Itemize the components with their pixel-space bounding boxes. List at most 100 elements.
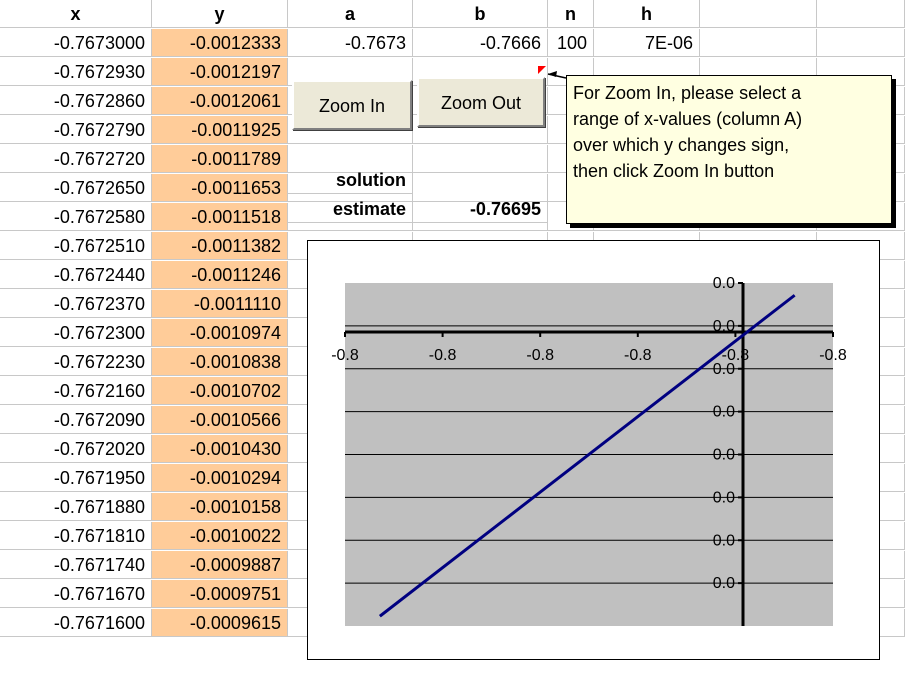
x-cell[interactable]: -0.7672160 — [0, 377, 152, 405]
y-tick-label: 0.0 — [713, 275, 735, 292]
header-b[interactable]: b — [413, 0, 548, 28]
y-tick-label: 0.0 — [713, 361, 735, 378]
y-cell[interactable]: -0.0011110 — [152, 290, 288, 318]
y-cell[interactable]: -0.0009887 — [152, 551, 288, 579]
header-a[interactable]: a — [288, 0, 413, 28]
comment-line: then click Zoom In button — [573, 161, 775, 181]
y-cell[interactable]: -0.0012197 — [152, 58, 288, 86]
series-line — [378, 294, 796, 618]
table-row: -0.7672650 -0.0011653 — [0, 174, 905, 203]
x-cell[interactable]: -0.7672230 — [0, 348, 152, 376]
x-cell[interactable]: -0.7671880 — [0, 493, 152, 521]
estimate-label: estimate — [288, 195, 413, 223]
y-cell[interactable]: -0.0010294 — [152, 464, 288, 492]
x-tick-label: -0.8 — [819, 347, 847, 364]
cell-comment-box[interactable]: For Zoom In, please select a range of x-… — [566, 75, 892, 224]
y-cell[interactable]: -0.0010566 — [152, 406, 288, 434]
header-y[interactable]: y — [152, 0, 288, 28]
x-cell[interactable]: -0.7672860 — [0, 87, 152, 115]
y-cell[interactable]: -0.0010158 — [152, 493, 288, 521]
x-cell[interactable]: -0.7672370 — [0, 290, 152, 318]
empty-cell[interactable] — [413, 174, 548, 202]
y-tick-label: 0.0 — [713, 489, 735, 506]
y-cell[interactable]: -0.0009615 — [152, 609, 288, 637]
x-cell[interactable]: -0.7672020 — [0, 435, 152, 463]
x-cell[interactable]: -0.7672580 — [0, 203, 152, 231]
y-tick-label: 0.0 — [713, 447, 735, 464]
x-cell[interactable]: -0.7672720 — [0, 145, 152, 173]
header-n[interactable]: n — [548, 0, 594, 28]
comment-line: over which y changes sign, — [573, 135, 790, 155]
empty-cell[interactable] — [288, 116, 413, 144]
y-cell[interactable]: -0.0010430 — [152, 435, 288, 463]
x-cell[interactable]: -0.7672090 — [0, 406, 152, 434]
zoom-in-button[interactable]: Zoom In — [292, 80, 412, 130]
header-row: x y a b n h — [0, 0, 905, 29]
x-tick-label: -0.8 — [722, 347, 750, 364]
empty-cell[interactable] — [413, 116, 548, 144]
x-cell[interactable]: -0.7672300 — [0, 319, 152, 347]
table-row: -0.7671950 -0.0010294 — [0, 464, 905, 493]
x-cell[interactable]: -0.7671670 — [0, 580, 152, 608]
y-tick-label: 0.0 — [713, 318, 735, 335]
table-row: -0.7672580 -0.0011518 — [0, 203, 905, 232]
x-cell[interactable]: -0.7672440 — [0, 261, 152, 289]
param-n-cell[interactable]: 100 — [548, 29, 594, 57]
param-h-cell[interactable]: 7E-06 — [594, 29, 700, 57]
empty-cell[interactable] — [700, 0, 817, 28]
zoom-out-button[interactable]: Zoom Out — [417, 77, 545, 127]
x-cell[interactable]: -0.7672930 — [0, 58, 152, 86]
comment-line: For Zoom In, please select a — [573, 83, 802, 103]
y-cell[interactable]: -0.0010838 — [152, 348, 288, 376]
chart-svg: -0.8 -0.8 -0.8 -0.8 -0.8 -0.80.00.00.00.00.00… — [331, 275, 847, 626]
comment-indicator-icon — [538, 66, 546, 74]
x-tick-label: -0.8 — [331, 347, 359, 364]
y-cell[interactable]: -0.0010702 — [152, 377, 288, 405]
y-cell[interactable]: -0.0012333 — [152, 29, 288, 57]
y-cell[interactable]: -0.0011925 — [152, 116, 288, 144]
table-row: -0.7671670 -0.0009751 — [0, 580, 905, 609]
empty-cell[interactable] — [700, 29, 817, 57]
y-tick-label: 0.0 — [713, 404, 735, 421]
y-tick-label: 0.0 — [713, 532, 735, 549]
empty-cell[interactable] — [817, 29, 905, 57]
y-cell[interactable]: -0.0011518 — [152, 203, 288, 231]
x-cell[interactable]: -0.7671740 — [0, 551, 152, 579]
y-cell[interactable]: -0.0010974 — [152, 319, 288, 347]
estimate-value[interactable]: -0.76695 — [413, 195, 548, 223]
x-cell[interactable]: -0.7672650 — [0, 174, 152, 202]
solution-label: solution — [288, 166, 413, 194]
table-row: -0.7672720 -0.0011789 — [0, 145, 905, 174]
x-cell[interactable]: -0.7673000 — [0, 29, 152, 57]
table-row: -0.7672160 -0.0010702 — [0, 377, 905, 406]
y-cell[interactable]: -0.0011653 — [152, 174, 288, 202]
x-cell[interactable]: -0.7671950 — [0, 464, 152, 492]
x-cell[interactable]: -0.7672510 — [0, 232, 152, 260]
y-cell[interactable]: -0.0010022 — [152, 522, 288, 550]
x-cell[interactable]: -0.7671810 — [0, 522, 152, 550]
param-a-cell[interactable]: -0.7673 — [288, 29, 413, 57]
header-h[interactable]: h — [594, 0, 700, 28]
y-cell[interactable]: -0.0011382 — [152, 232, 288, 260]
y-tick-label: 0.0 — [713, 575, 735, 592]
x-cell[interactable]: -0.7671600 — [0, 609, 152, 637]
y-cell[interactable]: -0.0009751 — [152, 580, 288, 608]
x-cell[interactable]: -0.7672790 — [0, 116, 152, 144]
line-chart[interactable]: -0.8 -0.8 -0.8 -0.8 -0.8 -0.8 0.0 0.0 0.0 0.0 0.0 0… — [307, 240, 880, 660]
table-row: -0.7672510 -0.0011382 — [0, 232, 905, 261]
comment-arrow — [538, 66, 567, 79]
empty-cell[interactable] — [413, 145, 548, 173]
empty-cell[interactable] — [288, 145, 413, 173]
empty-cell[interactable] — [817, 0, 905, 28]
y-cell[interactable]: -0.0011246 — [152, 261, 288, 289]
arrow-head-icon — [548, 71, 557, 77]
param-b-cell[interactable]: -0.7666 — [413, 29, 548, 57]
header-x[interactable]: x — [0, 0, 152, 28]
comment-line: range of x-values (column A) — [573, 109, 803, 129]
table-row: -0.7671740 -0.0009887 — [0, 551, 905, 580]
x-tick-label: -0.8 — [624, 347, 652, 364]
y-cell[interactable]: -0.0011789 — [152, 145, 288, 173]
table-row: -0.7672790 -0.0011925 — [0, 116, 905, 145]
x-tick-label: -0.8 — [526, 347, 554, 364]
y-cell[interactable]: -0.0012061 — [152, 87, 288, 115]
